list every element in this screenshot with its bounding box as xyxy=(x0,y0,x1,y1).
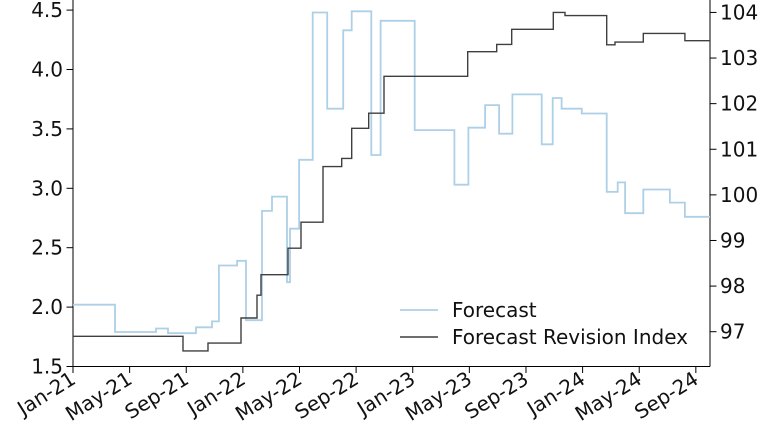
series-line-forecast xyxy=(73,10,710,335)
y-axis-right: 97 98 99 100 101 102 103 104 xyxy=(710,0,758,344)
legend-label: Forecast Revision Index xyxy=(452,325,688,349)
x-tick-label: Sep-22 xyxy=(290,366,362,424)
y-right-tick-label: 97 xyxy=(720,320,745,344)
legend: Forecast Forecast Revision Index xyxy=(400,298,688,349)
y-right-tick-label: 100 xyxy=(720,183,758,207)
series-line-forecast-revision-index xyxy=(73,11,710,352)
y-left-tick-label: 4.5 xyxy=(31,0,63,22)
x-tick-label: Sep-21 xyxy=(120,366,192,424)
y-left-tick-label: 3.5 xyxy=(31,117,63,141)
y-right-tick-label: 101 xyxy=(720,137,758,161)
x-axis: Jan-21May-21Sep-21Jan-22May-22Sep-22Jan-… xyxy=(11,366,702,425)
y-left-tick-label: 1.5 xyxy=(31,355,63,379)
y-right-tick-label: 103 xyxy=(720,46,758,70)
y-right-tick-label: 102 xyxy=(720,92,758,116)
y-left-tick-label: 4.0 xyxy=(31,58,63,82)
y-axis-left: 1.5 2.0 2.5 3.0 3.5 4.0 4.5 xyxy=(31,0,73,379)
y-left-tick-label: 2.5 xyxy=(31,236,63,260)
x-tick-label: Sep-24 xyxy=(630,366,702,424)
series-lines xyxy=(73,10,710,352)
legend-label: Forecast xyxy=(452,298,537,322)
axis-spines xyxy=(72,0,711,367)
y-right-tick-label: 99 xyxy=(720,228,745,252)
y-left-tick-label: 2.0 xyxy=(31,295,63,319)
y-right-tick-label: 104 xyxy=(720,0,758,24)
y-right-tick-label: 98 xyxy=(720,274,745,298)
plot-area: 1.5 2.0 2.5 3.0 3.5 4.0 4.5 97 98 99 100 101 102 103… xyxy=(11,0,758,426)
y-left-tick-label: 3.0 xyxy=(31,176,63,200)
x-tick-label: Sep-23 xyxy=(460,366,532,424)
